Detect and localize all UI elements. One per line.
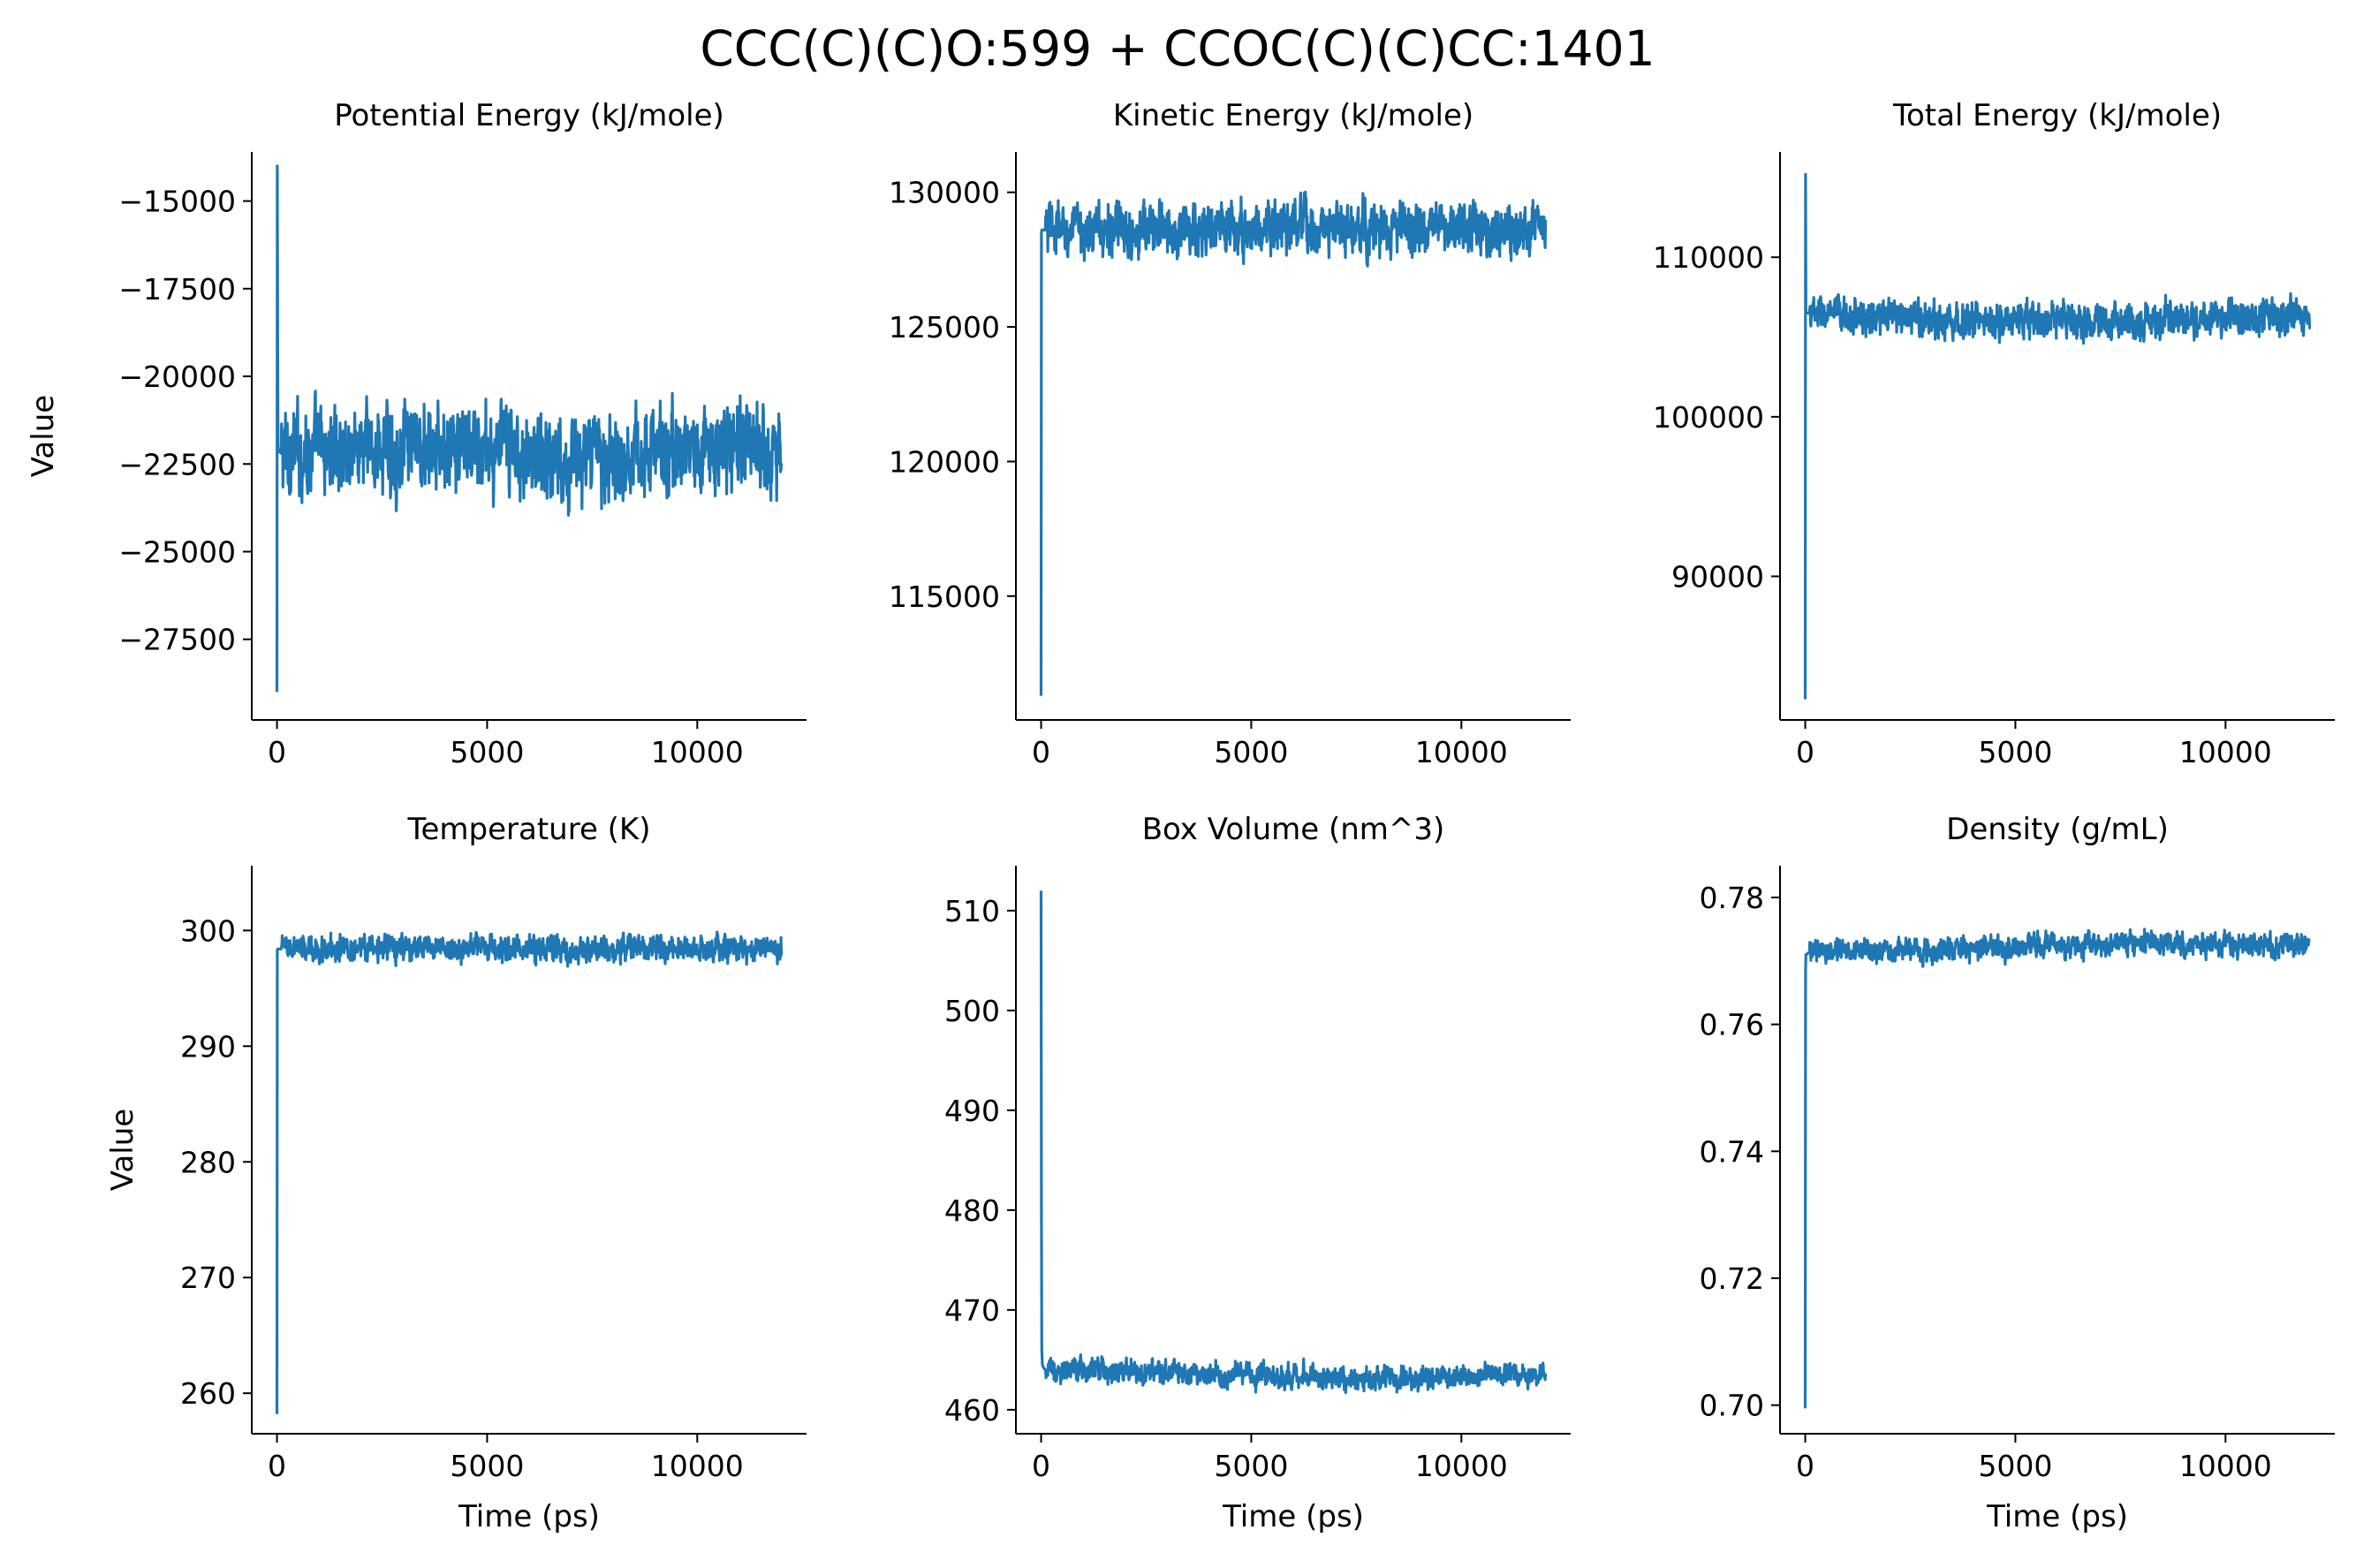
y-tick-label: 0.74 bbox=[1700, 1134, 1764, 1169]
x-tick-label: 10000 bbox=[651, 1449, 744, 1483]
y-tick-label: 290 bbox=[180, 1029, 236, 1064]
x-tick-label: 5000 bbox=[450, 735, 524, 769]
x-tick-label: 5000 bbox=[1214, 735, 1288, 769]
x-tick-label: 10000 bbox=[2179, 735, 2272, 769]
subplot-1: Potential Energy (kJ/mole) −15000 −17500 −2… bbox=[26, 98, 807, 769]
figure-suptitle: CCC(C)(C)O:599 + CCOC(C)(C)CC:1401 bbox=[700, 20, 1655, 77]
y-tick-label: 90000 bbox=[1671, 559, 1764, 594]
y-tick-label: 0.72 bbox=[1700, 1261, 1764, 1296]
x-tick-label: 5000 bbox=[1214, 1449, 1288, 1483]
x-tick-label: 10000 bbox=[651, 735, 744, 769]
y-tick-label: 115000 bbox=[889, 579, 1000, 614]
y-tick-label: 280 bbox=[180, 1145, 236, 1179]
subplot-title: Total Energy (kJ/mole) bbox=[1892, 98, 2222, 133]
subplot-6: Density (g/mL) 0.70 0.72 0.74 0.76 0.78 0 5000 1… bbox=[1700, 812, 2335, 1534]
x-tick-label: 10000 bbox=[1415, 1449, 1508, 1483]
subplot-4: Temperature (K) 260 270 280 290 300 0 5000 10000… bbox=[105, 812, 807, 1534]
subplot-title: Box Volume (nm^3) bbox=[1142, 812, 1445, 847]
x-axis-label: Time (ps) bbox=[458, 1499, 600, 1534]
x-tick-label: 10000 bbox=[1415, 735, 1508, 769]
x-axis-label: Time (ps) bbox=[1986, 1499, 2128, 1534]
y-tick-label: −25000 bbox=[118, 534, 236, 569]
subplot-5: Box Volume (nm^3) 460 470 480 490 500 510 0 5000… bbox=[944, 812, 1571, 1534]
y-tick-label: 490 bbox=[944, 1094, 1000, 1128]
y-tick-label: −22500 bbox=[118, 447, 236, 481]
y-tick-label: 0.78 bbox=[1700, 881, 1764, 915]
x-tick-label: 0 bbox=[1032, 1449, 1050, 1483]
subplot-2: Kinetic Energy (kJ/mole) 115000 120000 1250… bbox=[889, 98, 1571, 769]
series-line bbox=[1039, 190, 1548, 696]
y-tick-label: 260 bbox=[180, 1376, 236, 1411]
y-tick-label: 270 bbox=[180, 1261, 236, 1295]
y-tick-label: 130000 bbox=[889, 176, 1000, 210]
series-line bbox=[1803, 172, 2312, 700]
x-tick-label: 5000 bbox=[450, 1449, 524, 1483]
y-tick-label: 480 bbox=[944, 1193, 1000, 1228]
y-tick-label: 470 bbox=[944, 1293, 1000, 1328]
x-tick-label: 0 bbox=[1032, 735, 1050, 769]
y-tick-label: 110000 bbox=[1653, 240, 1764, 275]
x-tick-label: 0 bbox=[268, 1449, 286, 1483]
x-tick-label: 0 bbox=[268, 735, 286, 769]
x-tick-label: 10000 bbox=[2179, 1449, 2272, 1483]
y-tick-label: 460 bbox=[944, 1393, 1000, 1428]
y-tick-label: 120000 bbox=[889, 444, 1000, 479]
y-tick-label: 300 bbox=[180, 913, 236, 948]
x-tick-label: 0 bbox=[1796, 735, 1814, 769]
series-line bbox=[1039, 890, 1548, 1395]
y-tick-label: 0.70 bbox=[1700, 1389, 1764, 1423]
y-tick-label: 100000 bbox=[1653, 400, 1764, 435]
y-axis-label: Value bbox=[26, 395, 61, 477]
y-tick-label: 125000 bbox=[889, 310, 1000, 345]
y-tick-label: 0.76 bbox=[1700, 1008, 1764, 1042]
x-tick-label: 0 bbox=[1796, 1449, 1814, 1483]
y-tick-label: −17500 bbox=[118, 272, 236, 307]
x-tick-label: 5000 bbox=[1978, 1449, 2052, 1483]
y-tick-label: −15000 bbox=[118, 185, 236, 219]
y-tick-label: −20000 bbox=[118, 360, 236, 394]
x-tick-label: 5000 bbox=[1978, 735, 2052, 769]
y-tick-label: 510 bbox=[944, 894, 1000, 928]
series-line bbox=[275, 164, 784, 693]
y-axis-label: Value bbox=[105, 1109, 140, 1191]
subplot-3: Total Energy (kJ/mole) 90000 100000 110000 0… bbox=[1653, 98, 2335, 769]
subplot-title: Potential Energy (kJ/mole) bbox=[334, 98, 724, 133]
y-tick-label: −27500 bbox=[118, 623, 236, 657]
series-line bbox=[1803, 928, 2311, 1409]
subplot-title: Kinetic Energy (kJ/mole) bbox=[1113, 98, 1473, 133]
subplot-title: Temperature (K) bbox=[406, 812, 650, 847]
subplot-grid: Potential Energy (kJ/mole) −15000 −17500 −2… bbox=[26, 98, 2335, 1534]
y-tick-label: 500 bbox=[944, 994, 1000, 1028]
series-line bbox=[275, 930, 784, 1414]
x-axis-label: Time (ps) bbox=[1222, 1499, 1364, 1534]
subplot-title: Density (g/mL) bbox=[1946, 812, 2169, 847]
